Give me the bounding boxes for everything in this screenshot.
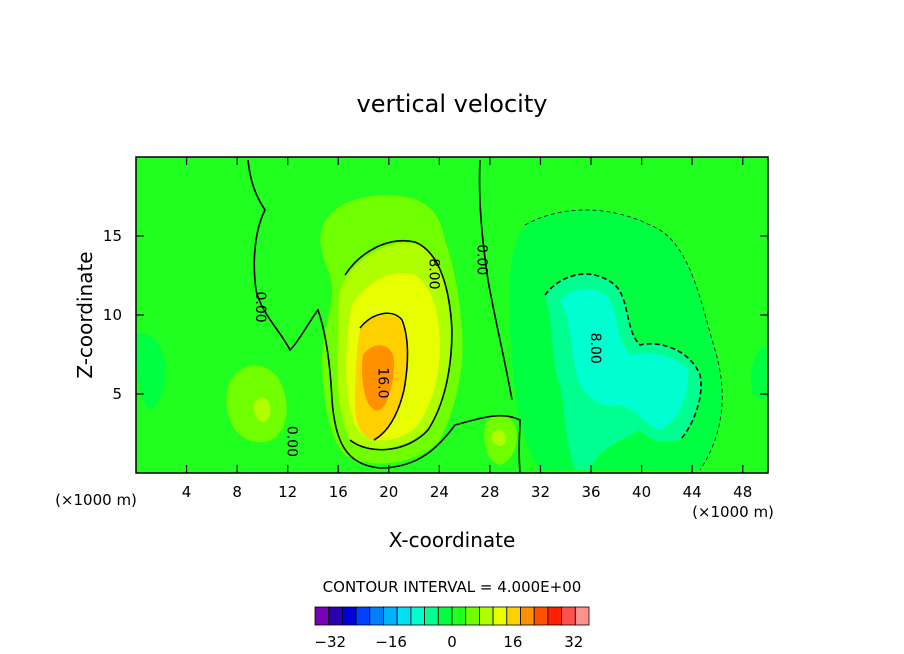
colorbar-swatch [341,606,357,626]
colorbar-swatch [383,606,398,626]
y-tick-label: 15 [103,227,122,245]
y-tick-label: 10 [103,306,122,324]
x-tick-label: 24 [430,483,449,501]
contour-lines [247,159,723,473]
y-axis: 5 10 15 [103,227,768,403]
contour-label: 16.0 [375,367,391,398]
colorbar-tick-label: −16 [375,633,407,651]
updraft-small-core-region [491,430,507,446]
colorbar-swatch [396,606,412,626]
colorbar-swatch [437,606,453,626]
contour-interval-text: CONTOUR INTERVAL = 4.000E+00 [323,578,582,596]
updraft-peak-region [362,345,395,411]
updraft-left-core-region [253,397,271,423]
x-tick-label: 44 [683,483,702,501]
x-unit-label-left: (×1000 m) [55,491,137,509]
minus-four-contour-line [524,209,723,471]
colorbar-swatch [465,606,480,626]
colorbar-swatch [328,606,343,626]
x-tick-label: 36 [581,483,600,501]
colorbar-tick-label: −32 [314,633,346,651]
colorbar-tick-label: 0 [447,633,457,651]
x-tick-label: 32 [531,483,550,501]
contour-label: 8.00 [425,258,441,289]
colorbar-tick-labels: −32 −16 0 16 32 [314,633,583,651]
zero-contour-line [247,159,521,473]
colorbar-swatch [520,606,535,626]
colorbar-swatch [451,606,467,626]
colorbar-swatch [355,606,371,626]
x-tick-label: 40 [632,483,651,501]
minus-eight-contour-line [544,273,702,441]
colorbar-swatch [314,606,330,626]
x-tick-label: 12 [278,483,297,501]
colorbar [314,606,590,626]
edge-pocket-region [136,333,166,410]
colorbar-tick-label: 16 [503,633,522,651]
contour-label: 0.00 [284,426,300,457]
colorbar-swatch [547,606,563,626]
x-tick-label: 16 [329,483,348,501]
zero-contour-line [478,159,513,401]
colorbar-swatch [561,606,576,626]
colorbar-swatch [492,606,508,626]
y-axis-label: Z-coordinate [73,251,97,378]
colorbar-swatch [533,606,549,626]
x-unit-label-right: (×1000 m) [692,503,774,521]
edge-pocket-region [750,345,768,399]
eight-contour-line [344,240,453,451]
contour-label: 0.00 [252,292,268,323]
contour-label: 0.00 [473,244,489,275]
downdraft-core-region [560,288,689,430]
x-tick-label: 20 [379,483,398,501]
x-tick-label: 4 [182,483,192,501]
contour-label: 8.00 [587,333,603,364]
colorbar-swatch [506,606,521,626]
x-axis-label: X-coordinate [389,528,516,552]
x-tick-label: 48 [733,483,752,501]
chart-title: vertical velocity [357,90,548,118]
colorbar-swatch [574,606,590,626]
y-tick-label: 5 [112,385,122,403]
x-tick-label: 28 [480,483,499,501]
x-tick-label: 8 [232,483,242,501]
sixteen-contour-line [359,312,409,441]
colorbar-swatch [369,606,384,626]
colorbar-swatch [478,606,494,626]
contour-labels: 0.00 0.00 8.00 16.0 0.00 8.00 [252,244,603,457]
colorbar-tick-label: 32 [564,633,583,651]
plot-area [136,157,768,473]
x-axis: 4 8 12 16 20 24 28 32 36 40 44 48 [182,157,752,501]
colorbar-swatch [424,606,439,626]
colorbar-swatch [410,606,425,626]
